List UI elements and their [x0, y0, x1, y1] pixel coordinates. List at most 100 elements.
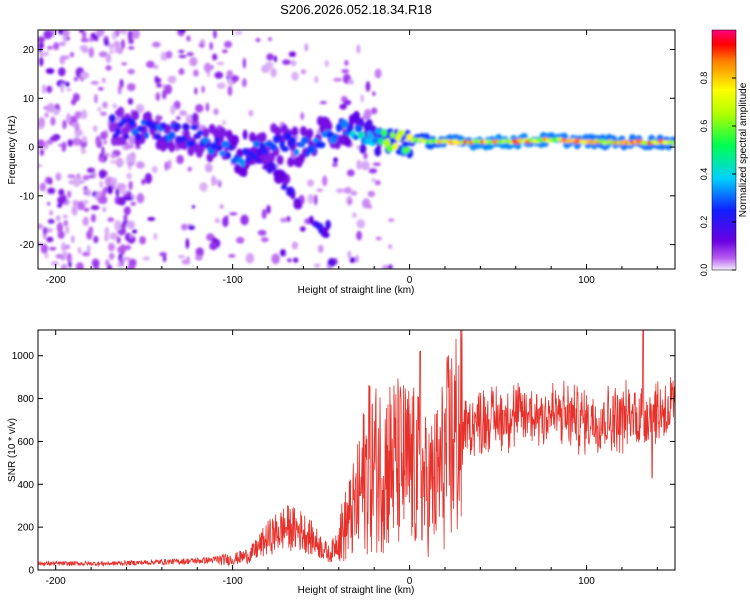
noise-speckle	[95, 30, 105, 37]
noise-speckle	[317, 244, 324, 253]
noise-speckle	[90, 80, 99, 85]
noise-speckle	[222, 216, 229, 228]
noise-speckle	[313, 263, 321, 268]
noise-speckle	[80, 38, 90, 43]
noise-speckle	[80, 71, 90, 79]
noise-speckle	[97, 87, 104, 91]
ridge-core	[378, 137, 385, 146]
spectrogram-xlabel: Height of straight line (km)	[298, 285, 415, 296]
noise-speckle	[98, 51, 108, 58]
noise-speckle	[64, 244, 71, 250]
noise-speckle	[121, 62, 128, 66]
noise-speckle	[122, 256, 131, 261]
noise-speckle	[100, 131, 108, 140]
ridge-core	[390, 131, 396, 139]
noise-speckle	[226, 70, 234, 78]
noise-speckle	[240, 214, 249, 226]
ridge-core	[251, 153, 257, 161]
noise-speckle	[195, 247, 204, 257]
noise-speckle	[187, 225, 195, 230]
noise-speckle	[51, 30, 55, 37]
noise-speckle	[388, 218, 395, 222]
noise-speckle	[60, 82, 64, 93]
ridge-core	[367, 131, 373, 140]
ridge-core	[188, 140, 196, 147]
ridge-halo	[274, 126, 282, 137]
noise-speckle	[94, 265, 100, 269]
ridge-core	[153, 132, 162, 141]
noise-speckle	[115, 116, 122, 121]
noise-speckle	[230, 75, 240, 82]
ridge-core	[397, 129, 405, 137]
noise-speckle	[57, 196, 66, 205]
noise-speckle	[108, 43, 114, 50]
noise-speckle	[155, 77, 162, 83]
snr-series-line	[38, 330, 675, 568]
noise-speckle	[105, 53, 112, 64]
noise-speckle	[242, 57, 246, 69]
ridge-core	[357, 131, 366, 140]
snr-plot-area	[38, 330, 675, 570]
noise-speckle	[55, 172, 62, 181]
ridge-halo	[219, 127, 227, 138]
noise-speckle	[48, 177, 53, 185]
noise-speckle	[356, 145, 360, 150]
noise-speckle	[214, 217, 221, 224]
noise-speckle	[62, 30, 70, 37]
colorbar-tick-label: 0.0	[699, 264, 709, 277]
ridge-core	[173, 122, 182, 131]
noise-speckle	[61, 242, 66, 252]
branch-feature	[278, 173, 285, 181]
noise-speckle	[292, 257, 299, 263]
noise-speckle	[307, 193, 315, 204]
noise-speckle	[109, 48, 114, 55]
noise-speckle	[55, 215, 61, 221]
noise-speckle	[61, 141, 67, 152]
noise-speckle	[104, 233, 109, 242]
ridge-core	[300, 136, 309, 144]
snr-ytick-label: 200	[17, 523, 34, 534]
ridge-halo	[202, 127, 210, 138]
spectrogram-frame	[37, 29, 676, 270]
noise-speckle	[136, 193, 145, 204]
ridge-halo	[168, 142, 176, 153]
ridge-core	[340, 119, 349, 129]
noise-speckle	[60, 55, 70, 60]
noise-speckle	[242, 129, 248, 140]
snr-ytick-label: 1000	[12, 351, 35, 362]
noise-speckle	[214, 71, 224, 79]
ridge-halo	[297, 153, 305, 164]
noise-speckle	[271, 253, 280, 265]
ridge-core	[228, 144, 234, 152]
noise-speckle	[126, 172, 133, 180]
branch-feature	[308, 215, 314, 225]
ridge-halo	[187, 146, 195, 157]
noise-speckle	[388, 244, 393, 250]
noise-speckle	[86, 190, 92, 197]
noise-speckle	[42, 226, 48, 235]
snr-ytick-label: 600	[17, 437, 34, 448]
ridge-halo	[353, 110, 360, 121]
ridge-core	[386, 144, 394, 153]
noise-speckle	[78, 114, 88, 119]
noise-speckle	[200, 39, 205, 45]
noise-speckle	[58, 188, 65, 196]
noise-speckle	[107, 184, 113, 195]
noise-speckle	[50, 116, 56, 126]
noise-speckle	[45, 139, 54, 145]
noise-speckle	[44, 252, 49, 259]
noise-speckle	[156, 83, 163, 88]
figure-title: S206.2026.052.18.34.R18	[280, 2, 432, 17]
ridge-core	[151, 123, 159, 130]
ridge-halo	[325, 121, 333, 132]
noise-speckle	[106, 264, 113, 269]
ridge-halo	[191, 112, 199, 123]
noise-speckle	[147, 217, 156, 222]
noise-speckle	[314, 75, 318, 84]
noise-speckle	[261, 64, 270, 74]
noise-speckle	[38, 223, 44, 230]
noise-speckle	[109, 252, 115, 260]
noise-speckle	[199, 182, 208, 192]
noise-speckle	[350, 190, 358, 196]
